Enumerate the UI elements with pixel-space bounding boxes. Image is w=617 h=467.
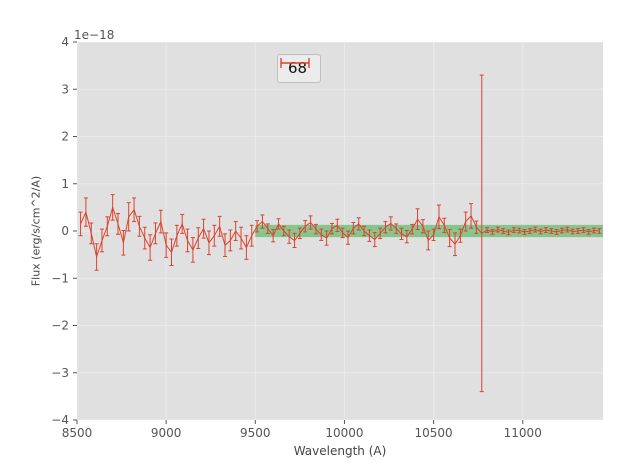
y-axis-label: Flux (erg/s/cm^2/A) [29, 175, 43, 287]
legend-label: 68 [288, 59, 308, 77]
y-axis-offset-text: 1e−18 [74, 28, 115, 42]
x-axis-label: Wavelength (A) [293, 444, 387, 458]
y-tick-label: −3 [51, 366, 69, 380]
y-tick-label: −2 [51, 319, 69, 333]
flux-line [80, 205, 600, 259]
x-tick-label: 10000 [325, 426, 363, 440]
x-tick-label: 10500 [415, 426, 453, 440]
errorbar-legend-glyph [280, 58, 310, 68]
x-tick-label: 9500 [240, 426, 271, 440]
y-tick-label: 1 [61, 177, 69, 191]
y-tick-label: −4 [51, 413, 69, 427]
x-tick-label: 11000 [504, 426, 542, 440]
y-tick-label: 3 [61, 82, 69, 96]
y-tick-label: 0 [61, 224, 69, 238]
tick-marks [73, 41, 524, 424]
x-tick-label: 9000 [151, 426, 182, 440]
x-tick-label: 8500 [62, 426, 93, 440]
y-tick-label: −1 [51, 271, 69, 285]
tick-labels: 8500 9000 9500 10000 10500 11000 −4 −3 −2 −1 0 1 2 3 4 [51, 35, 542, 440]
legend: 68 [277, 54, 322, 83]
y-tick-label: 4 [61, 35, 69, 49]
y-tick-label: 2 [61, 130, 69, 144]
